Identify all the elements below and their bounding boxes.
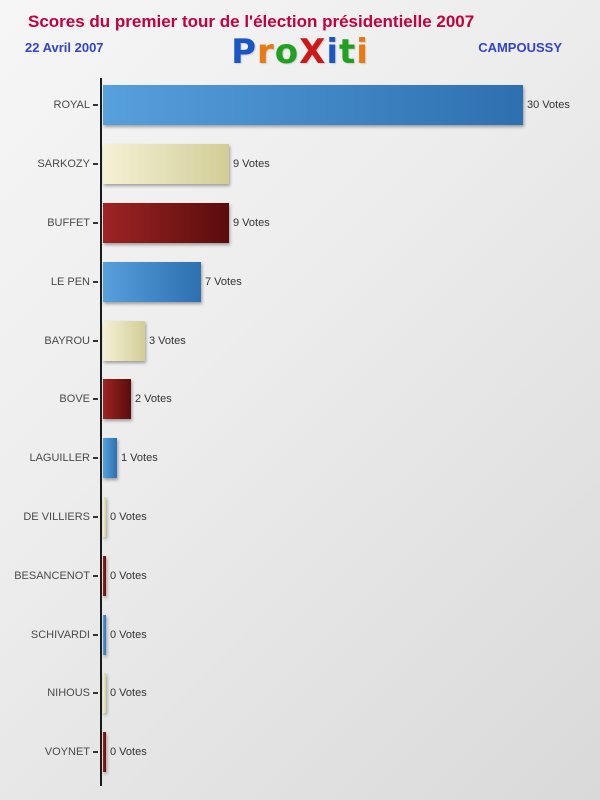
value-label: 3 Votes — [149, 334, 186, 347]
category-label: ROYAL — [53, 99, 90, 112]
category-label: LAGUILLER — [29, 452, 90, 465]
logo-letter: r — [256, 32, 275, 72]
bar — [103, 496, 106, 537]
commune-name: CAMPOUSSY — [478, 40, 562, 55]
bar-row: SARKOZY 9 Votes — [0, 135, 600, 194]
value-label: 0 Votes — [110, 746, 147, 759]
value-label: 1 Votes — [121, 452, 158, 465]
bar — [103, 673, 106, 714]
bar — [103, 85, 523, 126]
value-label: 7 Votes — [205, 275, 242, 288]
category-label: NIHOUS — [47, 687, 90, 700]
axis-tick — [93, 515, 98, 518]
bar-row: SCHIVARDI 0 Votes — [0, 605, 600, 664]
category-label: DE VILLIERS — [23, 510, 90, 523]
bar-row: NIHOUS 0 Votes — [0, 664, 600, 723]
logo-letter: X — [299, 32, 327, 72]
logo-letter: P — [231, 32, 257, 72]
category-label: BOVE — [59, 393, 90, 406]
axis-tick — [93, 163, 98, 166]
category-label: SCHIVARDI — [30, 628, 90, 641]
bar-chart: ROYAL 30 Votes SARKOZY 9 Votes BUFFET 9 … — [0, 76, 600, 786]
bar — [103, 614, 106, 655]
bar — [103, 438, 117, 479]
logo-letter: o — [274, 32, 300, 72]
logo-letter: i — [356, 32, 369, 72]
axis-tick — [93, 398, 98, 401]
bar — [103, 144, 229, 185]
logo-letter: t — [339, 32, 357, 72]
bar — [103, 555, 106, 596]
bar — [103, 320, 145, 361]
axis-tick — [93, 280, 98, 283]
bar-row: DE VILLIERS 0 Votes — [0, 488, 600, 547]
value-label: 0 Votes — [110, 628, 147, 641]
logo-letter: i — [326, 32, 339, 72]
category-label: SARKOZY — [37, 158, 90, 171]
bar-row: BUFFET 9 Votes — [0, 194, 600, 253]
proxiti-logo: ProXiti — [0, 32, 600, 72]
category-label: LE PEN — [50, 275, 90, 288]
bar — [103, 202, 229, 243]
page-title: Scores du premier tour de l'élection pré… — [28, 12, 475, 31]
axis-tick — [93, 751, 98, 754]
value-label: 0 Votes — [110, 510, 147, 523]
value-label: 0 Votes — [110, 687, 147, 700]
axis-tick — [93, 692, 98, 695]
bar-rows: ROYAL 30 Votes SARKOZY 9 Votes BUFFET 9 … — [0, 76, 600, 782]
value-label: 9 Votes — [233, 216, 270, 229]
axis-tick — [93, 221, 98, 224]
category-label: VOYNET — [44, 746, 90, 759]
bar-row: VOYNET 0 Votes — [0, 723, 600, 782]
bar-row: BOVE 2 Votes — [0, 370, 600, 429]
bar — [103, 732, 106, 773]
axis-tick — [93, 574, 98, 577]
category-label: BAYROU — [44, 334, 90, 347]
axis-tick — [93, 633, 98, 636]
bar — [103, 379, 131, 420]
value-label: 30 Votes — [527, 99, 570, 112]
bar-row: BESANCENOT 0 Votes — [0, 546, 600, 605]
value-label: 9 Votes — [233, 158, 270, 171]
bar-row: LAGUILLER 1 Votes — [0, 429, 600, 488]
bar — [103, 261, 201, 302]
bar-row: ROYAL 30 Votes — [0, 76, 600, 135]
value-label: 0 Votes — [110, 569, 147, 582]
subheader: 22 Avril 2007 ProXiti CAMPOUSSY — [0, 32, 600, 80]
axis-tick — [93, 104, 98, 107]
category-label: BESANCENOT — [14, 569, 90, 582]
axis-tick — [93, 457, 98, 460]
bar-row: LE PEN 7 Votes — [0, 252, 600, 311]
value-label: 2 Votes — [135, 393, 172, 406]
y-axis-line — [100, 78, 102, 786]
election-date: 22 Avril 2007 — [25, 40, 104, 55]
bar-row: BAYROU 3 Votes — [0, 311, 600, 370]
category-label: BUFFET — [47, 216, 90, 229]
axis-tick — [93, 339, 98, 342]
